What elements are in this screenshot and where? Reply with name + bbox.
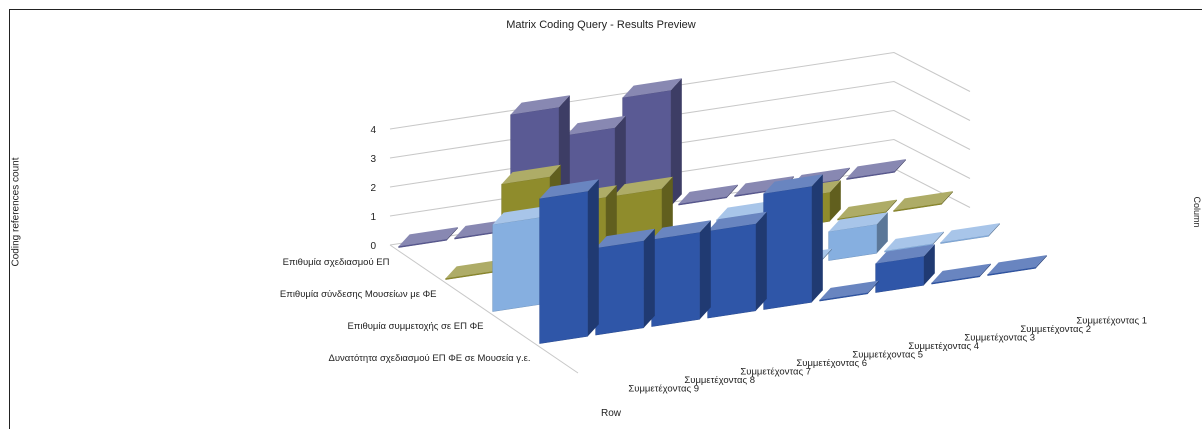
series-label: Επιθυμία σχεδιασμού ΕΠ (283, 257, 390, 268)
bar (539, 179, 599, 344)
series-label: Δυνατότητα σχεδιασμού ΕΠ ΦΕ σε Μουσεία γ… (328, 353, 530, 364)
chart-frame (9, 9, 1202, 429)
row-label: Συμμετέχοντας 2 (1020, 324, 1091, 335)
row-label: Συμμετέχοντας 1 (1076, 316, 1147, 327)
y-tick-label: 3 (370, 154, 376, 165)
series-label: Επιθυμία σύνδεσης Μουσείων με ΦΕ (280, 289, 437, 300)
y-tick-label: 2 (370, 183, 376, 194)
row-label: Συμμετέχοντας 5 (852, 350, 923, 361)
row-label: Συμμετέχοντας 8 (684, 375, 755, 386)
bar (931, 263, 991, 285)
row-label: Συμμετέχοντας 3 (964, 333, 1035, 344)
bar (884, 231, 944, 253)
x-axis-label: Row (601, 408, 622, 419)
chart-title: Matrix Coding Query - Results Preview (506, 19, 696, 31)
bar (595, 228, 655, 336)
bar (875, 244, 935, 293)
bar (819, 280, 879, 302)
y-tick-label: 0 (370, 241, 376, 252)
bar (651, 220, 711, 327)
row-label: Συμμετέχοντας 4 (908, 341, 979, 352)
row-label: Συμμετέχοντας 7 (740, 367, 811, 378)
bar (398, 227, 458, 248)
bar (828, 212, 888, 261)
row-label: Συμμετέχοντας 9 (628, 384, 699, 395)
y-tick-label: 1 (370, 212, 376, 223)
bar (678, 184, 738, 206)
floor-edge (389, 244, 579, 374)
bar (846, 159, 906, 180)
y-tick-label: 4 (370, 125, 376, 136)
bar (707, 211, 767, 319)
bar (837, 199, 897, 221)
row-label: Συμμετέχοντας 6 (796, 358, 867, 369)
bar (940, 223, 1000, 244)
bar (987, 255, 1047, 276)
bar (763, 174, 823, 310)
series-label: Επιθυμία συμμετοχής σε ΕΠ ΦΕ (347, 321, 483, 332)
bar (893, 191, 953, 212)
